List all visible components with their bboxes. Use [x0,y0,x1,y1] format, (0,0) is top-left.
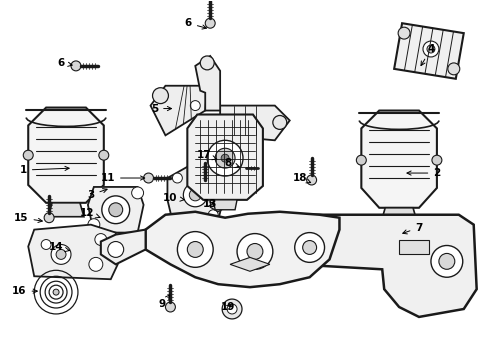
Circle shape [208,210,218,220]
Circle shape [132,187,144,199]
Circle shape [109,203,122,217]
Text: 9: 9 [159,295,170,309]
Circle shape [190,100,200,111]
Circle shape [356,155,367,165]
Text: 12: 12 [80,208,100,218]
Circle shape [108,242,123,257]
Circle shape [23,150,33,160]
Polygon shape [210,194,226,212]
Polygon shape [101,230,146,264]
Circle shape [41,239,51,249]
Circle shape [95,234,107,246]
Circle shape [200,56,214,70]
Circle shape [200,180,210,190]
Polygon shape [230,257,270,271]
Circle shape [53,289,59,295]
Circle shape [189,189,201,201]
Circle shape [71,61,81,71]
Polygon shape [220,105,290,140]
Circle shape [423,41,439,57]
Circle shape [307,175,317,185]
Circle shape [88,219,100,231]
Circle shape [215,148,235,168]
Text: 5: 5 [151,104,171,113]
Circle shape [44,213,54,223]
Circle shape [172,173,182,183]
Circle shape [213,198,223,208]
Polygon shape [146,212,340,287]
Circle shape [51,244,71,264]
Polygon shape [150,86,207,135]
Circle shape [294,233,324,262]
Circle shape [247,243,263,260]
Circle shape [144,173,153,183]
Circle shape [234,162,246,174]
Circle shape [102,196,130,224]
Polygon shape [187,114,263,200]
Circle shape [448,63,460,75]
Circle shape [313,233,326,247]
Circle shape [222,299,242,319]
Text: 15: 15 [14,213,42,223]
Polygon shape [399,239,429,255]
Text: 3: 3 [87,189,107,200]
Text: 10: 10 [163,193,184,203]
Text: 4: 4 [421,44,435,66]
Text: 1: 1 [20,165,69,175]
Text: 14: 14 [49,243,70,252]
Circle shape [205,18,215,28]
Polygon shape [196,56,220,111]
Circle shape [427,45,435,53]
Text: 17: 17 [197,150,217,160]
Polygon shape [213,200,237,210]
Text: 6: 6 [57,58,72,68]
Circle shape [187,242,203,257]
Polygon shape [48,203,84,217]
Circle shape [183,183,207,207]
Circle shape [227,304,237,314]
Circle shape [432,155,442,165]
Circle shape [207,140,243,176]
Polygon shape [361,111,437,208]
Text: 13: 13 [203,199,218,209]
Polygon shape [168,165,223,225]
Circle shape [237,234,273,269]
Circle shape [99,150,109,160]
Circle shape [273,116,287,129]
Circle shape [56,249,66,260]
Text: 6: 6 [185,18,206,29]
Text: 18: 18 [293,173,311,183]
Circle shape [177,231,213,267]
Text: 16: 16 [12,286,37,296]
Polygon shape [294,215,477,317]
Circle shape [439,253,455,269]
Circle shape [89,257,103,271]
Polygon shape [28,108,104,203]
Polygon shape [28,225,118,279]
Circle shape [431,246,463,277]
Text: 11: 11 [100,173,145,183]
Polygon shape [88,187,144,233]
Text: 2: 2 [407,168,441,178]
Polygon shape [394,23,464,79]
Circle shape [303,240,317,255]
Circle shape [166,302,175,312]
Circle shape [152,88,169,104]
Polygon shape [381,208,417,222]
Circle shape [398,27,410,39]
Text: 8: 8 [224,158,239,168]
Text: 19: 19 [221,302,235,312]
Circle shape [237,165,243,171]
Circle shape [221,154,229,162]
Text: 7: 7 [403,222,423,234]
